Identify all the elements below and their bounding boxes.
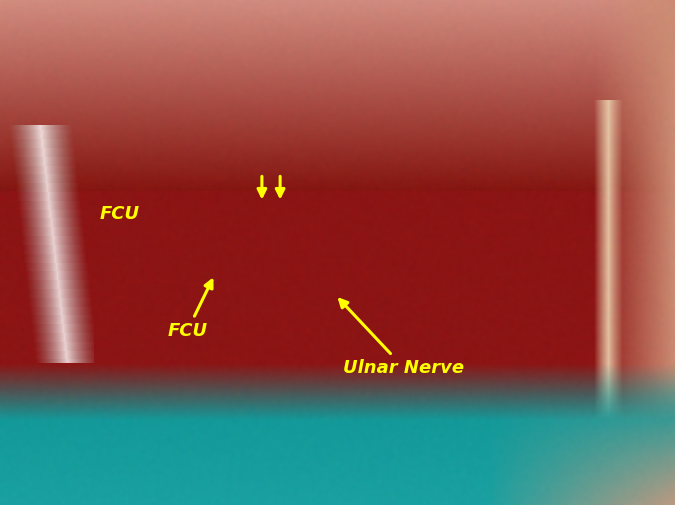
- Text: FCU: FCU: [100, 204, 140, 222]
- Text: Ulnar Nerve: Ulnar Nerve: [340, 300, 464, 377]
- Text: FCU: FCU: [167, 281, 212, 340]
